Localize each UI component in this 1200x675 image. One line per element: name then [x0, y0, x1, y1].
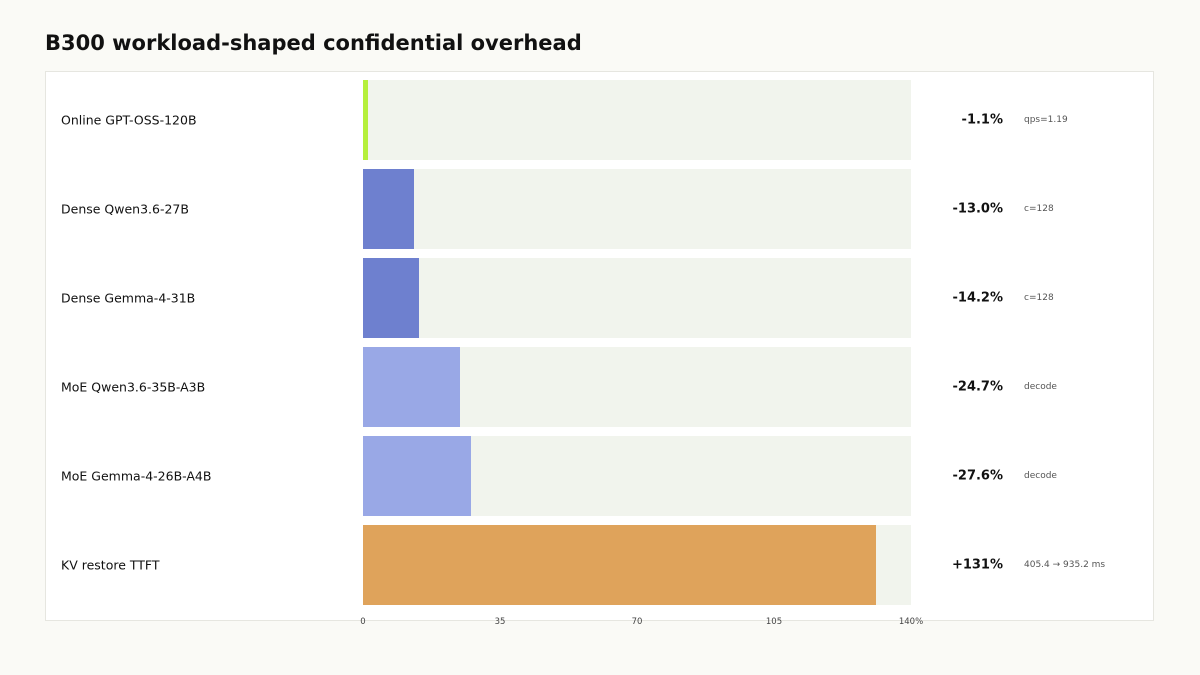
row-note: c=128: [1024, 204, 1054, 214]
row-label: Dense Gemma-4-31B: [61, 290, 196, 306]
value-label: +131%: [951, 557, 1003, 573]
bar-track: [363, 258, 911, 338]
bar: [363, 436, 472, 516]
x-tick-label: 35: [494, 617, 506, 627]
x-tick-label: 105: [765, 617, 783, 627]
bar-track: [363, 169, 911, 249]
chart-title: B300 workload-shaped confidential overhe…: [45, 31, 582, 55]
bar: [363, 525, 876, 605]
value-label: -27.6%: [952, 468, 1004, 484]
bar: [363, 169, 414, 249]
row-note: c=128: [1024, 293, 1054, 303]
row-note: decode: [1024, 382, 1057, 392]
row-label: Online GPT-OSS-120B: [61, 112, 197, 128]
x-tick-label: 0: [360, 617, 366, 627]
value-label: -24.7%: [952, 379, 1004, 395]
row-note: qps=1.19: [1024, 115, 1068, 125]
row-note: decode: [1024, 471, 1057, 481]
value-label: -14.2%: [952, 290, 1004, 306]
bar-track: [363, 80, 911, 160]
value-label: -13.0%: [952, 201, 1004, 217]
row-note: 405.4 → 935.2 ms: [1024, 560, 1106, 570]
row-label: MoE Gemma-4-26B-A4B: [61, 468, 212, 484]
row-label: Dense Qwen3.6-27B: [61, 201, 189, 217]
row-label: MoE Qwen3.6-35B-A3B: [61, 379, 206, 395]
row-label: KV restore TTFT: [61, 557, 160, 573]
bar: [363, 80, 368, 160]
value-label: -1.1%: [961, 112, 1003, 128]
bar: [363, 347, 460, 427]
x-tick-label: 140%: [898, 617, 924, 627]
bar: [363, 258, 419, 338]
x-tick-label: 70: [631, 617, 643, 627]
